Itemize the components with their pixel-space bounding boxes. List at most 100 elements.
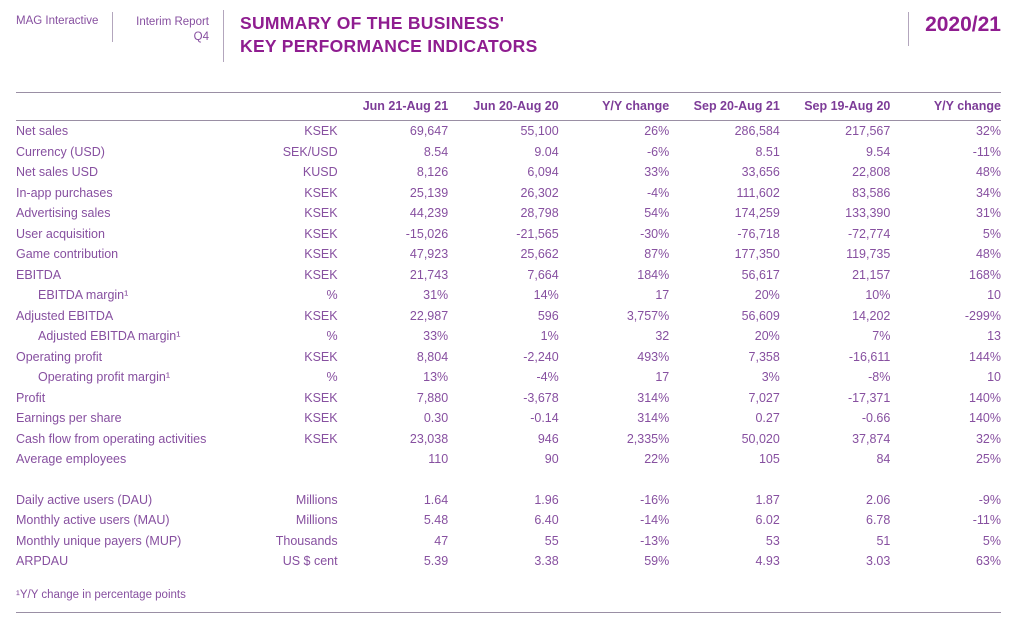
row-value: 56,617 — [741, 267, 780, 282]
row-value: 5% — [982, 533, 1001, 548]
row-unit: % — [326, 329, 338, 343]
table-row: Net sales USD KUSD 8,126 6,094 33% 33,656 22,8… — [16, 162, 1001, 183]
column-header-q-current: Jun 21-Aug 21 — [337, 92, 449, 121]
row-value: 8,804 — [416, 349, 449, 364]
row-value: 10% — [865, 288, 891, 302]
row-value: 17 — [655, 370, 670, 384]
table-row: EBITDA KSEK 21,743 7,664 184% 56,617 21,157 168… — [16, 265, 1001, 286]
row-value: 7,358 — [748, 349, 780, 364]
table-row: Game contribution KSEK 47,923 25,662 87% 177,… — [16, 244, 1001, 265]
header-divider — [223, 10, 224, 62]
row-unit: KSEK — [304, 267, 338, 282]
table-row: User acquisition KSEK -15,026 -21,565 -30% -7… — [16, 224, 1001, 245]
row-value: 32% — [975, 431, 1001, 446]
row-value: -3,678 — [523, 390, 559, 405]
kpi-table-header: Jun 21-Aug 21 Jun 20-Aug 20 Y/Y change S… — [16, 92, 1001, 121]
table-row: Cash flow from operating activities KSEK 2… — [16, 429, 1001, 450]
report-label-line2: Q4 — [193, 30, 209, 43]
row-value: -0.14 — [530, 411, 559, 425]
table-row: Average employees 110 90 22% 105 84 25% — [16, 449, 1001, 470]
row-value: 28,798 — [520, 206, 559, 220]
row-value: -8% — [868, 370, 891, 384]
row-value: -4% — [647, 185, 670, 200]
row-value: 6.02 — [755, 513, 780, 527]
row-value: 184% — [637, 267, 670, 282]
row-value: -11% — [972, 513, 1001, 527]
row-value: 1% — [540, 329, 559, 343]
row-value: -2,240 — [523, 349, 559, 364]
row-value: 56,609 — [741, 308, 780, 323]
row-value: 1.64 — [423, 492, 449, 507]
row-value: 90 — [544, 452, 559, 466]
row-value: 84 — [876, 452, 891, 466]
row-value: 53 — [765, 533, 780, 548]
row-value: 22,987 — [409, 308, 449, 323]
row-value: 54% — [644, 206, 670, 220]
row-value: 144% — [969, 349, 1001, 364]
row-value: 55,100 — [520, 124, 559, 138]
row-value: -4% — [536, 370, 559, 384]
row-value: -0.66 — [861, 411, 891, 425]
report-label-line1: Interim Report — [136, 16, 209, 28]
row-value: 37,874 — [852, 431, 891, 446]
row-value: 111,602 — [736, 185, 780, 200]
row-value: -72,774 — [847, 226, 891, 241]
table-row: Net sales KSEK 69,647 55,100 26% 286,584 217,5… — [16, 121, 1001, 142]
table-row: Adjusted EBITDA KSEK 22,987 596 3,757% 56,609… — [16, 306, 1001, 327]
row-value: 26,302 — [520, 185, 559, 200]
row-value: 32 — [655, 329, 670, 343]
row-value: 8,126 — [416, 165, 449, 179]
column-header-row: Jun 21-Aug 21 Jun 20-Aug 20 Y/Y change S… — [16, 92, 1001, 121]
row-unit: US $ cent — [282, 554, 338, 568]
table-row: Monthly active users (MAU) Millions 5.48 6.… — [16, 510, 1001, 531]
row-value: 493% — [637, 349, 670, 364]
row-value: -299% — [964, 308, 1001, 323]
row-label: Currency (USD) — [16, 144, 105, 159]
row-label: Average employees — [16, 452, 127, 466]
footnote: ¹Y/Y change in percentage points — [16, 588, 186, 601]
column-header-unit — [267, 92, 338, 121]
row-unit: KSEK — [304, 411, 338, 425]
row-value: 47,923 — [409, 247, 449, 261]
row-unit — [267, 449, 337, 470]
row-value: -30% — [640, 226, 670, 241]
row-value: 31% — [423, 288, 449, 302]
row-unit: SEK/USD — [282, 144, 338, 159]
row-value: 69,647 — [409, 124, 449, 138]
row-label: EBITDA — [16, 267, 62, 282]
row-value: -11% — [972, 144, 1001, 159]
row-value: 13% — [423, 370, 449, 384]
page-title-line1: SUMMARY OF THE BUSINESS' — [240, 13, 505, 33]
row-unit: KSEK — [304, 308, 338, 323]
row-value: -16% — [640, 492, 670, 507]
row-value: -9% — [978, 492, 1001, 507]
row-value: 14% — [533, 288, 559, 302]
page-header: MAG Interactive Interim Report Q4 SUMMAR… — [16, 10, 1001, 62]
row-value: 1.87 — [755, 492, 780, 507]
row-value: 83,586 — [852, 185, 891, 200]
row-value: 5.48 — [423, 513, 449, 527]
header-divider — [908, 12, 910, 46]
row-unit: KUSD — [302, 165, 338, 179]
row-label: Adjusted EBITDA margin¹ — [38, 329, 181, 343]
column-header-yy-change-year: Y/Y change — [890, 92, 1001, 121]
row-value: 286,584 — [734, 124, 780, 138]
row-label: Daily active users (DAU) — [16, 492, 153, 507]
column-header-metric — [16, 92, 268, 121]
row-unit: KSEK — [304, 206, 338, 220]
row-label: Operating profit — [16, 349, 103, 364]
row-value: 63% — [975, 554, 1001, 568]
table-row: Operating profit margin¹% 13% -4% 17 3% -8% 10 — [16, 367, 1001, 388]
row-value: 55 — [544, 533, 559, 548]
row-unit: KSEK — [304, 185, 338, 200]
column-header-fy-current: Sep 20-Aug 21 — [669, 92, 780, 121]
row-unit: KSEK — [304, 247, 338, 261]
row-unit: KSEK — [304, 431, 338, 446]
row-value: 51 — [876, 533, 891, 548]
row-value: 6,094 — [527, 165, 559, 179]
row-unit: % — [326, 370, 338, 384]
row-label: User acquisition — [16, 226, 105, 241]
row-value: 177,350 — [734, 247, 780, 261]
table-row: ARPDAU US $ cent 5.39 3.38 59% 4.93 3.03 63% — [16, 551, 1001, 572]
